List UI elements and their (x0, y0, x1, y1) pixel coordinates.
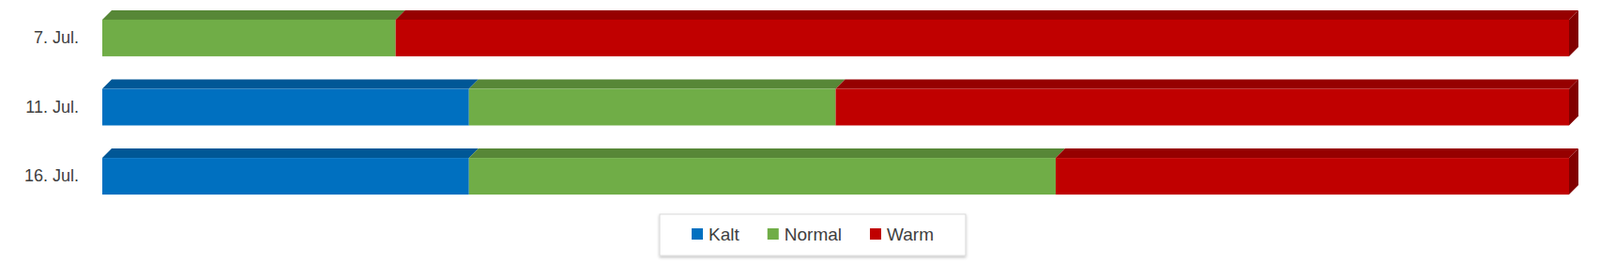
bar-segment (102, 148, 479, 195)
legend-item: Normal (767, 224, 842, 244)
legend-box (659, 213, 966, 256)
plot-area (102, 10, 1579, 195)
bar-segment (396, 10, 1579, 57)
bar-top (469, 148, 1066, 158)
bar-segment (469, 148, 1066, 195)
bar-top (469, 79, 846, 90)
bar-segment (469, 79, 846, 126)
bar-top (836, 79, 1580, 90)
bar-face (396, 19, 1570, 57)
y-tick-label: 16. Jul. (24, 166, 79, 185)
bar-face (836, 89, 1570, 126)
legend-label: Normal (784, 224, 842, 244)
bar-side (1569, 79, 1579, 126)
legend-swatch (767, 228, 779, 240)
bar-segment (102, 79, 479, 126)
bar-face (469, 157, 1056, 195)
bar-face (102, 19, 397, 57)
y-tick: 7. Jul. (33, 28, 79, 47)
bar-top (102, 148, 479, 158)
bar-top (396, 10, 1579, 20)
y-tick-label: 7. Jul. (33, 28, 79, 47)
bar-side (1569, 10, 1579, 57)
bar-top (102, 79, 479, 90)
bar-segment (836, 79, 1580, 126)
legend-item: Warm (869, 224, 934, 244)
legend-item: Kalt (691, 224, 740, 244)
y-tick: 11. Jul. (25, 97, 79, 117)
y-tick: 16. Jul. (24, 166, 79, 185)
bar-face (1055, 157, 1570, 195)
y-axis: 7. Jul. 11. Jul. 16. Jul. (24, 28, 79, 185)
bar-top (102, 10, 406, 20)
bar-face (469, 89, 837, 126)
legend-label: Kalt (708, 224, 740, 244)
bar-segment (1055, 148, 1579, 195)
bar-top (1055, 148, 1579, 158)
bar-segment (102, 10, 406, 57)
chart: 7. Jul. 11. Jul. 16. Jul. Kalt Normal Warm (0, 0, 1600, 280)
bar-face (102, 157, 470, 195)
legend: Kalt Normal Warm (659, 213, 966, 256)
legend-swatch (691, 228, 703, 240)
legend-label: Warm (886, 224, 934, 244)
bar-face (102, 89, 470, 126)
y-tick-label: 11. Jul. (25, 97, 79, 117)
legend-swatch (869, 228, 882, 240)
bar-side (1569, 148, 1579, 195)
